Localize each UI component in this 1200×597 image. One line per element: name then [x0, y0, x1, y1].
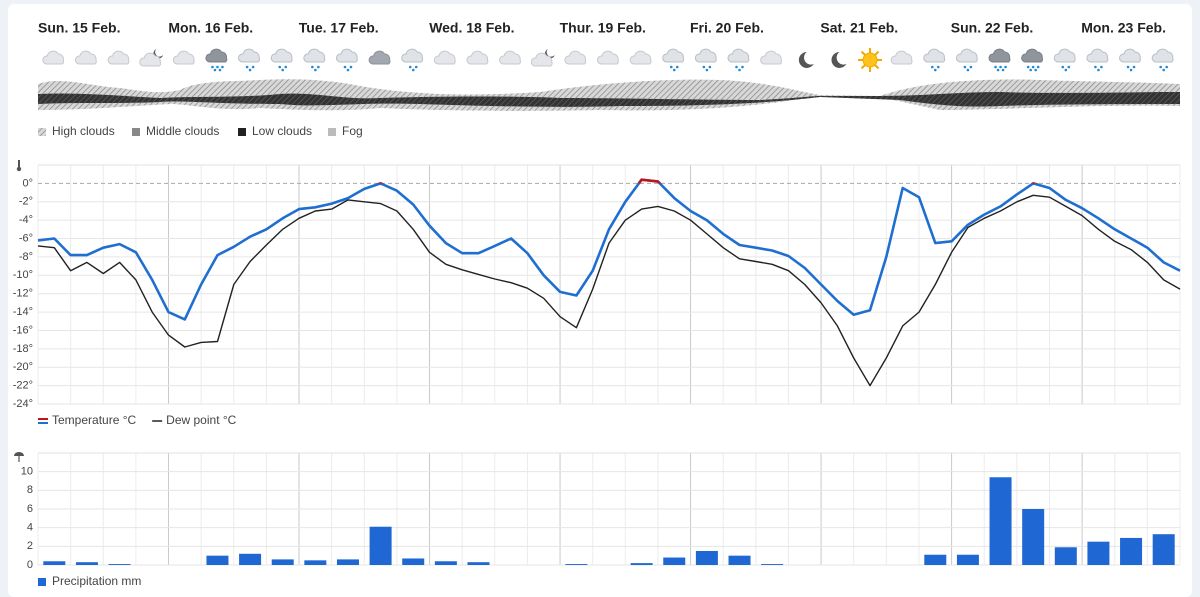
bar — [630, 563, 653, 565]
bar — [663, 557, 686, 565]
legend-swatch — [132, 128, 140, 136]
y-tick-label: 10 — [21, 466, 33, 478]
legend-swatch — [38, 128, 46, 136]
bar — [989, 477, 1012, 565]
legend-label: Dew point °C — [166, 413, 236, 427]
y-tick-label: 0 — [27, 559, 33, 571]
bar — [565, 564, 588, 565]
bar — [402, 558, 425, 565]
legend-label: Fog — [342, 124, 363, 138]
series-line — [37, 178, 1181, 321]
legend-label: High clouds — [52, 124, 115, 138]
bar — [434, 561, 457, 565]
y-tick-label: -2° — [19, 196, 33, 208]
bar — [1152, 534, 1175, 565]
card — [8, 4, 1192, 597]
weather-icon — [857, 47, 884, 73]
y-tick-label: 4 — [27, 522, 33, 534]
y-tick-label: -12° — [13, 288, 33, 300]
bar — [206, 555, 229, 565]
y-tick-label: -6° — [19, 232, 33, 244]
bar — [336, 559, 359, 565]
y-tick-label: -22° — [13, 380, 33, 392]
bar — [43, 561, 66, 565]
bar — [1120, 537, 1143, 565]
y-tick-label: 8 — [27, 484, 33, 496]
bar — [1022, 509, 1045, 565]
day-label: Sun. 15 Feb. — [38, 20, 120, 36]
bar — [1054, 547, 1077, 565]
day-label: Mon. 23 Feb. — [1081, 20, 1166, 36]
y-tick-label: -8° — [19, 251, 33, 263]
bar — [75, 562, 98, 565]
y-tick-label: -10° — [13, 269, 33, 281]
y-tick-label: -20° — [13, 361, 33, 373]
legend-swatch — [38, 578, 46, 586]
bar — [271, 559, 294, 565]
low-clouds-area — [38, 92, 1180, 107]
bar — [467, 562, 490, 565]
y-tick-label: -18° — [13, 343, 33, 355]
day-label: Tue. 17 Feb. — [299, 20, 379, 36]
y-tick-label: -14° — [13, 306, 33, 318]
bar — [728, 555, 751, 565]
day-label: Wed. 18 Feb. — [429, 20, 514, 36]
legend-label: Precipitation mm — [52, 574, 141, 588]
day-label: Fri. 20 Feb. — [690, 20, 764, 36]
day-label: Sun. 22 Feb. — [951, 20, 1033, 36]
legend-label: Low clouds — [252, 124, 312, 138]
umbrella-icon — [14, 452, 24, 462]
bar — [239, 553, 262, 565]
y-tick-label: -24° — [13, 398, 33, 410]
bar — [1087, 541, 1110, 565]
bar — [108, 564, 131, 565]
cloud-strip — [38, 79, 1180, 111]
bar — [761, 564, 784, 565]
legend-label: Middle clouds — [146, 124, 219, 138]
bar — [695, 551, 718, 565]
bar — [304, 560, 327, 565]
y-tick-label: -4° — [19, 214, 33, 226]
legend-swatch — [328, 128, 336, 136]
y-tick-label: 2 — [27, 540, 33, 552]
bar — [369, 526, 392, 565]
bar — [956, 554, 979, 565]
day-label: Sat. 21 Feb. — [820, 20, 898, 36]
y-tick-label: -16° — [13, 324, 33, 336]
legend-swatch — [238, 128, 246, 136]
y-tick-label: 0° — [22, 177, 33, 189]
thermometer-icon — [16, 160, 22, 172]
y-tick-label: 6 — [27, 503, 33, 515]
legend-label: Temperature °C — [52, 413, 136, 427]
day-label: Thur. 19 Feb. — [560, 20, 646, 36]
series-line — [37, 194, 1181, 387]
bar — [924, 554, 947, 565]
day-label: Mon. 16 Feb. — [168, 20, 253, 36]
